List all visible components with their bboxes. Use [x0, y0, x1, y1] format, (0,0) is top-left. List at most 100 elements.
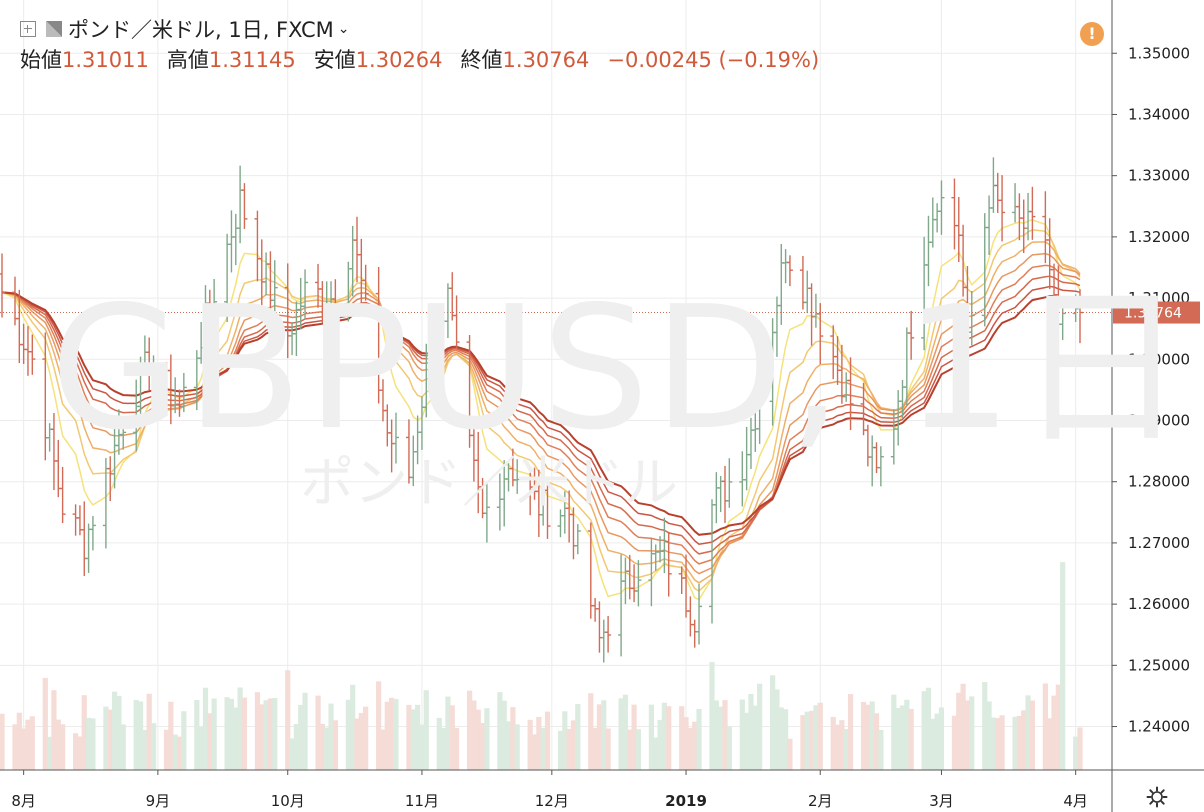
volume-bar: [956, 692, 962, 770]
volume-bar: [930, 718, 936, 770]
volume-bar: [168, 701, 174, 770]
volume-bar: [899, 705, 906, 770]
volume-bar: [202, 687, 209, 770]
volume-bar: [921, 691, 927, 770]
price-tick-label: 1.26000: [1128, 595, 1190, 613]
volume-bar: [440, 728, 447, 770]
volume-bar: [995, 718, 1001, 770]
volume-bar: [120, 724, 126, 770]
volume-bar: [1012, 716, 1018, 770]
volume-bar: [540, 727, 546, 770]
settings-gear-icon[interactable]: [1146, 786, 1168, 808]
volume-bar: [869, 701, 875, 770]
price-tick-label: 1.24000: [1128, 718, 1190, 736]
time-tick-label: 2019: [665, 792, 707, 810]
ema-ribbon-line: [1, 291, 1081, 536]
volume-bar: [635, 729, 642, 770]
low-value: 1.30264: [355, 48, 443, 72]
volume-bar: [259, 704, 265, 770]
volume-bar: [224, 697, 230, 770]
volume-bar: [661, 702, 667, 770]
volume-bar: [1029, 700, 1035, 770]
volume-bar: [536, 716, 542, 770]
volume-bar: [969, 696, 975, 770]
volume-bar: [142, 729, 148, 770]
ema-ribbon-line: [1, 275, 1081, 555]
volume-bar: [744, 712, 750, 770]
volume-bar: [592, 727, 598, 770]
volume-bar: [77, 736, 83, 770]
volume-bar: [982, 682, 988, 770]
volume-bar: [42, 677, 48, 770]
volume-bar: [380, 729, 386, 770]
volume-bar: [951, 715, 958, 770]
volume-bar: [51, 690, 57, 770]
volume-bar: [925, 687, 932, 770]
volume-bar: [237, 687, 243, 770]
volume-bar: [860, 701, 867, 770]
chevron-down-icon[interactable]: ⌄: [337, 21, 350, 37]
time-tick-label: 3月: [929, 792, 954, 810]
volume-bar: [1042, 683, 1048, 770]
volume-bar: [648, 704, 654, 770]
volume-bar: [198, 726, 204, 770]
open-value: 1.31011: [62, 48, 149, 72]
volume-bar: [692, 721, 698, 770]
volume-bar: [60, 724, 66, 770]
volume-bar: [748, 693, 754, 770]
ema-ribbon-line: [1, 219, 1081, 601]
volume-bar: [618, 698, 624, 770]
volume-bar: [566, 728, 572, 770]
price-tick-label: 1.34000: [1128, 105, 1190, 123]
volume-bar: [1073, 736, 1079, 770]
price-tick-label: 1.30000: [1128, 350, 1190, 368]
price-tick-label: 1.27000: [1128, 534, 1190, 552]
volume-bar: [687, 727, 693, 770]
time-tick-label: 2月: [808, 792, 833, 810]
volume-bar: [137, 701, 144, 770]
volume-bar: [0, 713, 5, 770]
volume-bar: [484, 708, 490, 770]
price-tick-label: 1.28000: [1128, 473, 1190, 491]
volume-bar: [263, 700, 269, 770]
volume-bar: [627, 729, 633, 770]
volume-bar: [878, 729, 884, 770]
volume-bar: [908, 708, 914, 770]
symbol-title[interactable]: ポンド／米ドル, 1日, FXCM: [68, 18, 334, 42]
volume-bar: [891, 694, 897, 770]
alert-icon[interactable]: !: [1080, 22, 1104, 46]
volume-bar: [228, 698, 235, 770]
volume-bar: [293, 724, 299, 770]
volume-bar: [315, 695, 321, 770]
volume-bar: [722, 700, 728, 770]
volume-bar: [653, 737, 659, 770]
volume-bar: [757, 683, 763, 770]
volume-bar: [570, 720, 577, 770]
volume-bar: [163, 729, 170, 770]
volume-bar: [466, 690, 473, 770]
collapse-legend-icon[interactable]: [20, 21, 36, 37]
volume-bar: [709, 662, 715, 770]
volume-bar: [471, 700, 477, 770]
volume-bar: [964, 700, 971, 770]
volume-bar: [562, 711, 568, 770]
volume-bar: [1016, 715, 1022, 770]
symbol-watermark: GBPUSD, 1日: [50, 270, 1191, 468]
volume-bar: [774, 689, 780, 770]
open-label: 始値: [20, 48, 62, 72]
volume-bar: [194, 700, 200, 770]
volume-bar: [150, 723, 157, 770]
volume-bar: [406, 704, 412, 770]
volume-bar: [813, 705, 819, 770]
volume-bar: [605, 728, 611, 770]
volume-bar: [904, 699, 910, 770]
volume-bar: [12, 724, 18, 770]
volume-bar: [778, 707, 784, 770]
volume-bar: [830, 716, 836, 770]
volume-bar: [55, 719, 61, 770]
volume-bar: [990, 717, 997, 770]
time-tick-label: 4月: [1063, 792, 1088, 810]
volume-bar: [847, 694, 854, 770]
volume-bar: [960, 683, 966, 770]
